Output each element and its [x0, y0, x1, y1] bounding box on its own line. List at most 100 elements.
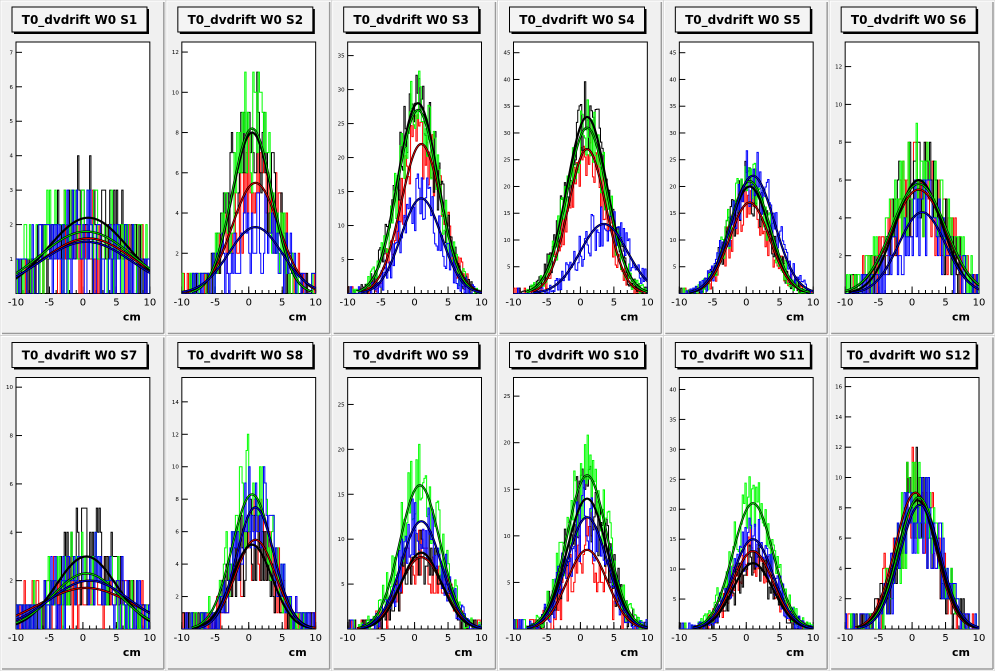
x-tick-label: 5 — [777, 633, 783, 644]
histogram-title: T0_dvdrift W0 S12 — [847, 349, 971, 364]
x-axis-label: cm — [289, 646, 307, 659]
plot-area — [679, 476, 814, 629]
y-tick-label: 14 — [172, 400, 179, 406]
histogram-pad: -10 -5 0 5 10 2 4 6 8 10 12 cm T0_dvdrift W0 S2 — [166, 0, 332, 335]
y-tick-label: 45 — [504, 51, 511, 57]
x-tick-label: 10 — [641, 633, 654, 644]
gaussian-fit-core — [16, 572, 150, 624]
x-tick-label: -5 — [708, 298, 718, 309]
histogram-title: T0_dvdrift W0 S1 — [22, 13, 137, 28]
y-tick-label: 5 — [10, 119, 14, 125]
gaussian-fit-core — [855, 492, 976, 628]
y-tick-label: 30 — [669, 447, 676, 453]
title-box — [343, 342, 480, 368]
x-tick-label: 5 — [113, 633, 119, 644]
title-box — [11, 6, 148, 33]
y-tick-label: 4 — [839, 566, 843, 572]
y-tick-label: 2 — [175, 251, 179, 257]
histogram-pad: -10 -5 0 5 10 5 10 15 20 25 cm T0_dvdrift W0 S9 — [332, 336, 497, 671]
gaussian-fit-core — [16, 241, 150, 278]
gaussian-fit-core — [360, 197, 482, 293]
y-tick-label: 5 — [673, 597, 677, 603]
gaussian-fit-core — [191, 544, 313, 629]
x-tick-label: 0 — [80, 298, 86, 309]
x-tick-label: -10 — [8, 633, 24, 644]
y-tick-label: 12 — [835, 445, 842, 451]
y-tick-label: 10 — [6, 385, 13, 391]
x-axis-label: cm — [952, 311, 970, 324]
x-tick-label: -10 — [174, 298, 190, 309]
y-tick-label: 10 — [669, 238, 676, 244]
y-tick-label: 15 — [669, 211, 676, 217]
x-tick-label: 10 — [973, 633, 986, 644]
x-tick-label: -10 — [671, 633, 687, 644]
y-tick-label: 7 — [10, 50, 14, 56]
plot-area — [845, 446, 980, 629]
y-tick-label: 20 — [338, 447, 345, 453]
y-tick-label: 35 — [669, 417, 676, 423]
plot-area — [16, 507, 150, 629]
x-tick-label: -10 — [837, 633, 853, 644]
y-tick-label: 25 — [669, 477, 676, 483]
y-tick-label: 2 — [839, 597, 843, 603]
y-tick-label: 15 — [504, 211, 511, 217]
title-box — [177, 6, 314, 33]
y-tick-label: 12 — [835, 65, 842, 71]
x-tick-label: 5 — [279, 298, 285, 309]
histogram-series — [513, 479, 648, 629]
histogram-pad: -10 -5 0 5 10 2 4 6 8 10 12 cm T0_dvdrift W0 S6 — [829, 0, 995, 335]
gaussian-fit-core — [526, 549, 648, 629]
y-tick-label: 6 — [839, 536, 843, 542]
x-tick-label: 10 — [807, 298, 820, 309]
y-tick-label: 25 — [504, 394, 511, 400]
gaussian-fit-core — [199, 506, 312, 629]
histogram-series — [679, 162, 814, 294]
histogram-title: T0_dvdrift W0 S4 — [519, 13, 634, 28]
x-tick-label: -10 — [837, 298, 853, 309]
gaussian-fit-core — [692, 502, 814, 628]
histogram-pad: -10 -5 0 5 10 5 10 15 20 25 30 35 cm T0_dvdrift W0 S3 — [332, 0, 497, 335]
x-tick-label: 10 — [641, 298, 654, 309]
x-tick-label: -5 — [874, 633, 884, 644]
histogram-series — [181, 466, 316, 629]
y-tick-label: 30 — [504, 131, 511, 137]
x-tick-label: 10 — [807, 633, 820, 644]
x-tick-label: -5 — [874, 298, 884, 309]
y-tick-label: 2 — [10, 579, 14, 585]
plot-area — [513, 434, 648, 629]
title-box — [509, 6, 645, 33]
y-tick-label: 45 — [669, 51, 676, 57]
y-tick-label: 5 — [507, 265, 511, 271]
histogram-title: T0_dvdrift W0 S8 — [188, 349, 303, 364]
y-tick-label: 4 — [10, 154, 14, 160]
y-tick-label: 12 — [172, 50, 179, 56]
x-tick-label: 0 — [577, 633, 583, 644]
y-tick-label: 10 — [338, 224, 345, 230]
gaussian-fit-core — [526, 498, 648, 628]
y-tick-label: 35 — [338, 54, 345, 60]
y-tick-label: 8 — [10, 434, 14, 440]
x-tick-label: 5 — [113, 298, 119, 309]
x-axis-label: cm — [289, 311, 307, 324]
y-tick-label: 10 — [504, 238, 511, 244]
x-tick-label: 10 — [309, 298, 322, 309]
y-tick-label: 8 — [839, 506, 843, 512]
x-axis-label: cm — [123, 646, 141, 659]
y-tick-label: 15 — [504, 487, 511, 493]
y-tick-label: 6 — [175, 171, 179, 177]
y-tick-label: 6 — [10, 482, 14, 488]
y-tick-label: 1 — [10, 257, 14, 263]
title-box — [11, 342, 148, 368]
histogram-pad: -10 -5 0 5 10 5 10 15 20 25 cm T0_dvdrift W0 S10 — [498, 336, 663, 671]
y-tick-label: 4 — [175, 211, 179, 217]
y-tick-label: 14 — [835, 415, 842, 421]
x-axis-label: cm — [952, 646, 970, 659]
plot-area — [181, 71, 316, 294]
y-tick-label: 20 — [338, 156, 345, 162]
gaussian-fit-core — [533, 223, 648, 294]
histogram-title: T0_dvdrift W0 S7 — [22, 349, 137, 364]
y-tick-label: 35 — [504, 104, 511, 110]
title-box — [509, 342, 645, 368]
histogram-series — [845, 179, 979, 294]
y-tick-label: 20 — [504, 441, 511, 447]
